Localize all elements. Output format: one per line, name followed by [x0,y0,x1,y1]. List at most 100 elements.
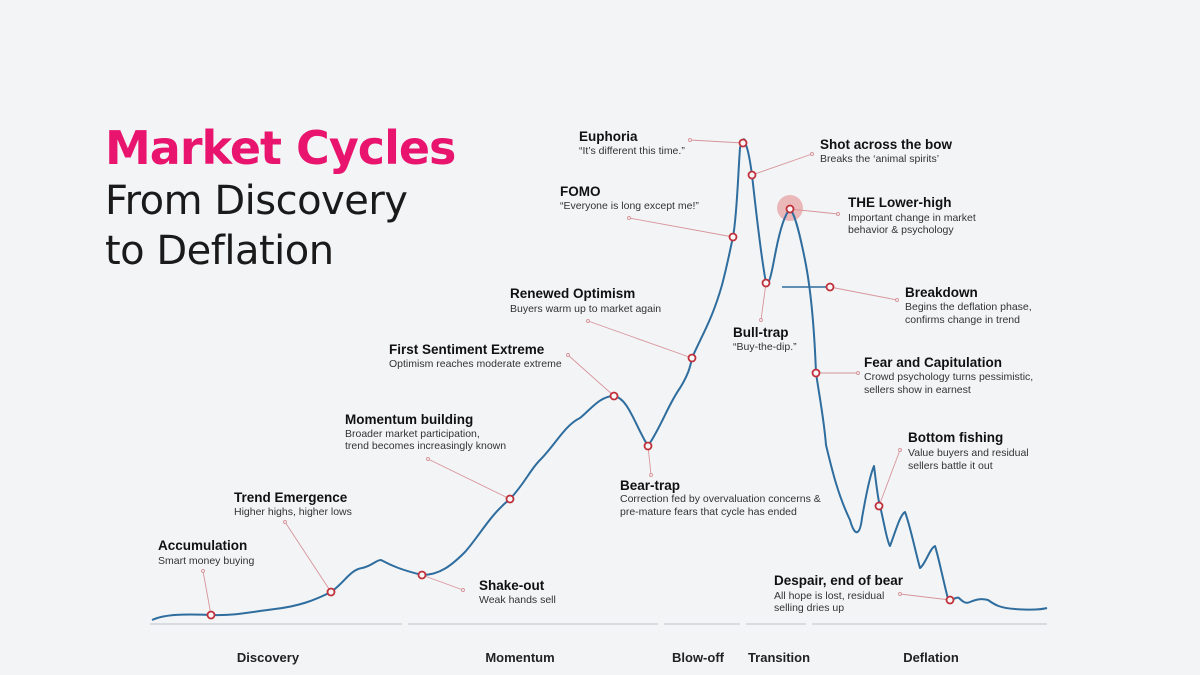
annotation-desc: “Everyone is long except me!” [560,200,699,212]
leader-dot-bottom [898,448,902,452]
annotation-desc: All hope is lost, residual [774,590,884,602]
annotation-accumulation: Accumulation Smart money buying [158,538,254,567]
leader-fomo [628,217,734,238]
annotation-bear-trap: Bear-trap Correction fed by overvaluatio… [620,478,821,518]
leader-dot-fear [856,371,860,375]
phase-label-transition: Transition [748,650,810,665]
leader-bottom-fishing [878,449,901,507]
annotation-desc: Smart money buying [158,555,254,567]
annotation-renewed-optimism: Renewed Optimism Buyers warm up to marke… [510,286,661,315]
annotation-shake-out: Shake-out Weak hands sell [479,578,556,606]
marker-euphoria [738,138,748,148]
marker-fomo [728,232,738,242]
marker-shot-across-the-bow [747,170,757,180]
annotation-desc: sellers battle it out [908,460,993,472]
phase-label-blow-off: Blow-off [672,650,725,665]
annotation-desc: Broader market participation, [345,428,480,440]
annotation-title: THE Lower-high [848,195,952,210]
annotation-desc: behavior & psychology [848,224,954,236]
annotation-title: Bear-trap [620,478,680,493]
leader-first-sentiment [567,354,615,397]
leader-breakdown [829,286,898,301]
annotation-desc: “Buy-the-dip.” [733,341,797,353]
phase-label-deflation: Deflation [903,650,959,665]
annotation-title: Momentum building [345,412,473,427]
leader-dot-accumulation [201,569,205,573]
annotation-bottom-fishing: Bottom fishing Value buyers and residual… [908,430,1029,472]
leader-accumulation [202,570,212,616]
title-block: Market Cycles From Discovery to Deflatio… [105,120,456,276]
annotation-momentum-building: Momentum building Broader market partici… [345,412,506,452]
annotation-title: First Sentiment Extreme [389,342,545,357]
leader-dot-despair [898,592,902,596]
chart-subtitle-line-2: to Deflation [105,228,334,274]
marker-bottom-fishing [874,501,884,511]
annotation-desc: Optimism reaches moderate extreme [389,358,562,370]
annotation-desc: Value buyers and residual [908,447,1029,459]
annotation-desc: Higher highs, higher lows [234,506,352,518]
marker-bull-trap [761,278,771,288]
marker-shake-out [417,570,427,580]
annotation-desc: Important change in market [848,212,976,224]
leader-dot-lower-high [836,212,840,216]
leader-trend-emergence [284,521,332,593]
annotation-desc: “It’s different this time.” [579,145,685,157]
annotation-despair-end-of-bear: Despair, end of bear All hope is lost, r… [774,573,904,614]
annotation-shot-across-the-bow: Shot across the bow Breaks the ‘animal s… [820,137,953,165]
leader-dot-first-sentiment [566,353,570,357]
annotation-trend-emergence: Trend Emergence Higher highs, higher low… [234,490,352,518]
price-curve [151,138,1048,621]
chart-subtitle-line-1: From Discovery [105,178,408,224]
marker-momentum-building [505,494,515,504]
leader-dot-breakdown [895,298,899,302]
leader-dot-bull-trap [759,318,763,322]
annotation-desc: selling dries up [774,602,844,614]
leader-lines [202,139,951,616]
stage-markers [206,138,955,620]
phase-label-discovery: Discovery [237,650,300,665]
annotation-title: Bull-trap [733,325,789,340]
leader-bear-trap [647,445,652,476]
marker-bear-trap [643,441,653,451]
leader-euphoria [689,139,744,144]
leader-dot-shot [810,152,814,156]
annotation-title: Accumulation [158,538,247,553]
leader-dot-bear-trap [649,473,653,477]
annotation-euphoria: Euphoria “It’s different this time.” [579,129,685,157]
annotation-breakdown: Breakdown Begins the deflation phase, co… [905,285,1032,326]
annotation-first-sentiment-extreme: First Sentiment Extreme Optimism reaches… [389,342,562,370]
marker-accumulation [206,610,216,620]
phase-label-momentum: Momentum [485,650,554,665]
annotation-desc: Buyers warm up to market again [510,303,661,315]
annotation-the-lower-high: THE Lower-high Important change in marke… [848,195,976,236]
annotation-desc: Crowd psychology turns pessimistic, [864,371,1033,383]
annotation-desc: sellers show in earnest [864,384,971,396]
leader-shot-across [751,153,813,176]
marker-fear-and-capitulation [811,368,821,378]
annotation-title: Trend Emergence [234,490,348,505]
leader-shake-out [421,574,464,591]
annotation-title: Breakdown [905,285,978,300]
leader-lower-high [789,208,839,215]
annotation-desc: trend becomes increasingly known [345,440,506,452]
annotation-title: Renewed Optimism [510,286,635,301]
leader-bull-trap [760,282,767,321]
marker-despair [945,595,955,605]
marker-lower-high [785,204,795,214]
phase-labels: Discovery Momentum Blow-off Transition D… [237,650,959,665]
annotation-fomo: FOMO “Everyone is long except me!” [560,184,699,212]
annotation-title: Euphoria [579,129,638,144]
annotation-desc: pre-mature fears that cycle has ended [620,506,797,518]
leader-dot-momentum [426,457,430,461]
leader-despair [899,593,951,601]
marker-first-sentiment-extreme [609,391,619,401]
leader-dot-shake-out [461,588,465,592]
annotation-bull-trap: Bull-trap “Buy-the-dip.” [733,325,797,353]
annotation-desc: Breaks the ‘animal spirits’ [820,153,939,165]
leader-renewed-optimism [587,320,693,359]
annotation-title: Shake-out [479,578,545,593]
annotation-title: FOMO [560,184,601,199]
annotation-title: Fear and Capitulation [864,355,1002,370]
marker-trend-emergence [326,587,336,597]
annotation-desc: Begins the deflation phase, [905,301,1032,313]
